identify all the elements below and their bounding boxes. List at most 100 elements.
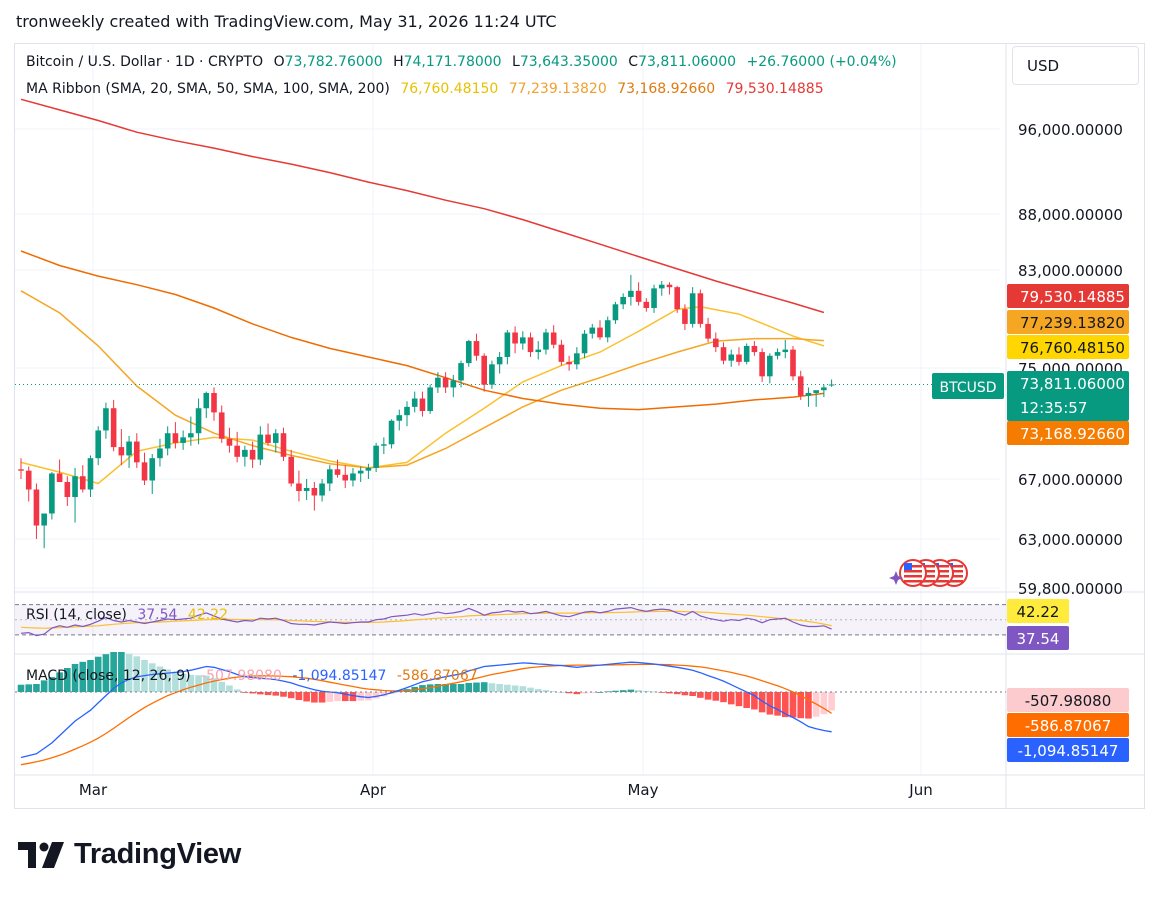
candle — [682, 304, 688, 331]
time-tick-label: May — [627, 781, 658, 799]
candle — [612, 301, 619, 324]
currency-button[interactable]: USD — [1012, 46, 1139, 85]
macd-layer — [15, 652, 1006, 766]
candle-body — [689, 293, 696, 324]
candle-body — [226, 438, 233, 446]
candle-body — [705, 323, 711, 339]
candle — [218, 405, 225, 443]
flag-stripe — [931, 565, 949, 568]
candle-body — [435, 377, 441, 388]
candle — [697, 289, 704, 328]
candle-body — [604, 320, 611, 338]
candle-body — [288, 456, 294, 484]
candle-body — [373, 445, 379, 468]
rsi-layer — [15, 604, 1006, 637]
macd-hist-value: -507.98080 — [201, 668, 282, 684]
legend-ma-ribbon: MA Ribbon (SMA, 20, SMA, 50, SMA, 100, S… — [26, 81, 830, 97]
legend-close: 73,811.06000 — [638, 54, 737, 70]
candle-body — [427, 387, 433, 412]
candle — [357, 466, 364, 482]
candle — [720, 342, 727, 365]
candle — [465, 339, 472, 367]
candle-body — [118, 447, 125, 456]
candle-body — [157, 448, 163, 459]
flag-stripe — [945, 570, 963, 573]
macd-label[interactable]: MACD (close, 12, 26, 9) — [26, 668, 191, 684]
rsi-tag-label: 37.54 — [1017, 630, 1060, 648]
ma100-value: 73,168.92660 — [617, 81, 716, 97]
price-tag: 73,168.92660 — [1007, 421, 1129, 445]
flag-stripe — [931, 580, 949, 583]
macd-histogram-bar — [64, 668, 71, 692]
rsi-label[interactable]: RSI (14, close) — [26, 607, 127, 623]
candle-body — [87, 458, 94, 490]
candle-body — [303, 488, 310, 491]
candle — [581, 330, 588, 359]
candle — [381, 437, 387, 455]
rsi-value: 37.54 — [137, 607, 178, 623]
candle-body — [296, 483, 302, 491]
macd-histogram-bar — [102, 654, 110, 692]
macd-histogram-bar — [125, 653, 133, 692]
ma-ribbon-label[interactable]: MA Ribbon (SMA, 20, SMA, 50, SMA, 100, S… — [26, 81, 390, 97]
macd-histogram-bar — [789, 692, 797, 718]
candle-body — [311, 488, 318, 496]
macd-histogram-bar — [450, 684, 457, 692]
legend-symbol[interactable]: Bitcoin / U.S. Dollar · 1D · CRYPTO — [26, 54, 264, 70]
macd-histogram-bar — [774, 692, 781, 716]
candle-body — [56, 473, 63, 482]
candle-body — [242, 449, 248, 457]
candle — [504, 330, 511, 365]
candle-body — [743, 345, 750, 362]
macd-histogram-bar — [349, 692, 357, 702]
macd-histogram-bar — [550, 691, 557, 693]
macd-signal-line — [20, 663, 832, 766]
rsi-tag-label: 42.22 — [1017, 603, 1060, 621]
candle — [759, 348, 765, 382]
events-layer — [889, 559, 968, 587]
legend-macd: MACD (close, 12, 26, 9) -507.98080 -1,09… — [26, 668, 484, 684]
time-tick-label: Apr — [360, 781, 387, 799]
candle — [180, 430, 186, 450]
macd-histogram-bar — [303, 692, 310, 702]
candle-body — [319, 483, 325, 496]
legend-close-label: C — [628, 54, 639, 70]
macd-histogram-bar — [264, 692, 272, 696]
macd-histogram-bar — [820, 692, 828, 715]
candle-body — [72, 476, 78, 497]
candle — [280, 427, 287, 461]
candle — [651, 284, 657, 313]
macd-histogram-bar — [766, 692, 774, 715]
symbol-tag-label: BTCUSD — [939, 380, 996, 396]
candle — [805, 387, 812, 407]
macd-histogram-bar — [311, 692, 318, 703]
flag-stripe — [917, 580, 935, 583]
candle — [689, 287, 696, 328]
candle-body — [211, 392, 217, 413]
macd-histogram-bar — [496, 684, 503, 692]
legend-low-label: L — [512, 54, 520, 70]
candle-body — [751, 345, 758, 353]
flag-stripe — [904, 575, 922, 578]
macd-histogram-bar — [257, 692, 264, 695]
candle — [211, 387, 217, 421]
us-events-icon[interactable] — [899, 559, 968, 587]
candle-body — [759, 352, 765, 377]
macd-histogram-bar — [442, 684, 449, 692]
flag-stripe — [945, 575, 963, 578]
candle-body — [481, 355, 487, 385]
macd-tag: -1,094.85147 — [1007, 738, 1129, 762]
macd-histogram-bar — [612, 690, 619, 692]
candle-body — [543, 332, 549, 350]
macd-histogram-bar — [573, 692, 581, 695]
candle — [821, 384, 827, 398]
candle — [543, 328, 549, 355]
macd-histogram-bar — [48, 677, 56, 692]
rsi-line — [20, 606, 832, 637]
candle-body — [442, 377, 449, 388]
candle — [350, 467, 356, 487]
tradingview-mark-icon — [18, 841, 64, 868]
macd-histogram-bar — [71, 664, 79, 692]
candle — [103, 402, 109, 439]
